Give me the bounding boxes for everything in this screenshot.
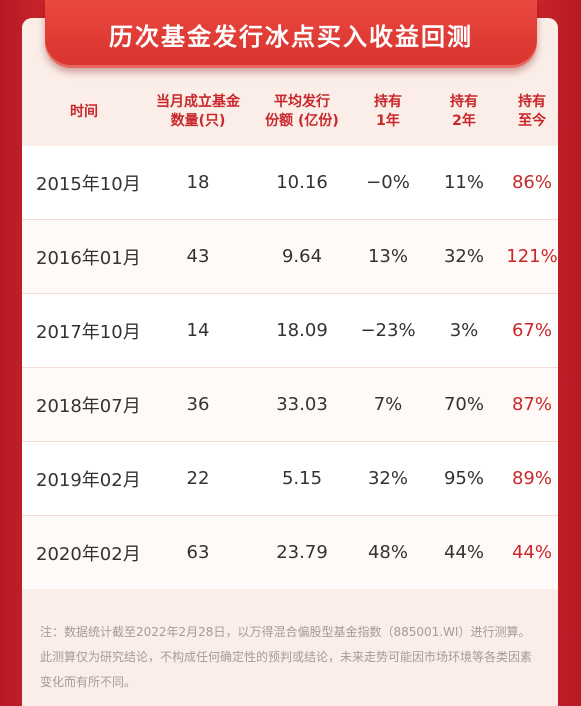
header-fund-count: 当月成立基金 数量(只) bbox=[156, 94, 240, 129]
cell-1y: 32% bbox=[367, 468, 408, 489]
cell-count: 43 bbox=[186, 246, 210, 267]
cell-1y: −23% bbox=[360, 320, 416, 341]
cell-date: 2018年07月 bbox=[36, 395, 141, 417]
cell-now: 44% bbox=[511, 542, 552, 563]
cell-1y: 13% bbox=[367, 246, 408, 267]
footnote: 注：数据统计截至2022年2月28日，以万得混合偏股型基金指数（885001.W… bbox=[40, 625, 533, 689]
cell-now: 89% bbox=[511, 468, 552, 489]
cell-now: 86% bbox=[511, 172, 552, 193]
cell-2y: 70% bbox=[443, 394, 484, 415]
header-hold-1y: 持有 1年 bbox=[374, 94, 402, 129]
cell-2y: 11% bbox=[443, 172, 484, 193]
table-body: 2015年10月 18 10.16 −0% 11% 86% 2016年01月 4… bbox=[22, 146, 558, 589]
header-avg-issuance: 平均发行 份额 (亿份) bbox=[265, 94, 339, 129]
cell-avg: 23.79 bbox=[276, 542, 328, 563]
cell-1y: −0% bbox=[366, 172, 410, 193]
table-row: 2020年02月 63 23.79 48% 44% 44% bbox=[22, 516, 558, 589]
cell-2y: 44% bbox=[443, 542, 484, 563]
cell-now: 87% bbox=[511, 394, 552, 415]
cell-date: 2019年02月 bbox=[36, 469, 141, 491]
cell-now: 67% bbox=[511, 320, 552, 341]
cell-now: 121% bbox=[506, 246, 558, 267]
header-hold-2y: 持有 2年 bbox=[450, 94, 478, 129]
cell-2y: 3% bbox=[449, 320, 479, 341]
cell-date: 2020年02月 bbox=[36, 543, 141, 565]
header-hold-now: 持有 至今 bbox=[518, 94, 546, 129]
table-row: 2018年07月 36 33.03 7% 70% 87% bbox=[22, 368, 558, 442]
table-header: 时间 当月成立基金 数量(只) 平均发行 份额 (亿份) 持有 1年 持有 2年… bbox=[22, 78, 558, 146]
cell-count: 22 bbox=[186, 468, 210, 489]
cell-avg: 9.64 bbox=[281, 246, 323, 267]
table-row: 2016年01月 43 9.64 13% 32% 121% bbox=[22, 220, 558, 294]
page-title: 历次基金发行冰点买入收益回测 bbox=[109, 22, 473, 51]
cell-1y: 48% bbox=[367, 542, 408, 563]
cell-count: 36 bbox=[186, 394, 210, 415]
cell-2y: 32% bbox=[443, 246, 484, 267]
cell-count: 63 bbox=[186, 542, 210, 563]
cell-date: 2016年01月 bbox=[36, 247, 141, 269]
table-row: 2015年10月 18 10.16 −0% 11% 86% bbox=[22, 146, 558, 220]
cell-avg: 18.09 bbox=[276, 320, 328, 341]
cell-count: 18 bbox=[186, 172, 210, 193]
cell-2y: 95% bbox=[443, 468, 484, 489]
cell-count: 14 bbox=[186, 320, 210, 341]
cell-avg: 33.03 bbox=[276, 394, 328, 415]
header-time: 时间 bbox=[70, 103, 98, 120]
cell-date: 2017年10月 bbox=[36, 321, 141, 343]
cell-date: 2015年10月 bbox=[36, 173, 141, 195]
cell-avg: 10.16 bbox=[276, 172, 328, 193]
cell-1y: 7% bbox=[373, 394, 403, 415]
table-row: 2019年02月 22 5.15 32% 95% 89% bbox=[22, 442, 558, 516]
title-banner: 历次基金发行冰点买入收益回测 bbox=[45, 0, 537, 68]
cell-avg: 5.15 bbox=[281, 468, 323, 489]
table-row: 2017年10月 14 18.09 −23% 3% 67% bbox=[22, 294, 558, 368]
